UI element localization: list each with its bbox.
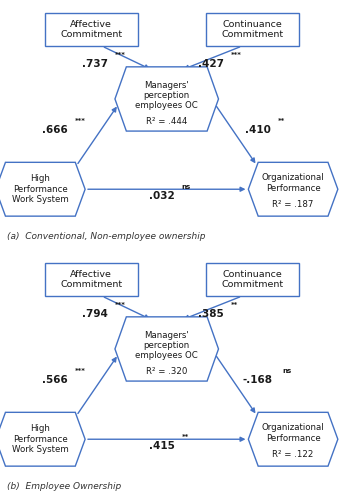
- Text: (b)  Employee Ownership: (b) Employee Ownership: [7, 482, 121, 492]
- FancyBboxPatch shape: [45, 13, 138, 46]
- Polygon shape: [249, 162, 338, 216]
- Text: .415: .415: [148, 441, 174, 451]
- Text: ***: ***: [231, 52, 241, 58]
- Text: (a)  Conventional, Non-employee ownership: (a) Conventional, Non-employee ownership: [7, 232, 206, 241]
- Text: -.168: -.168: [243, 375, 273, 385]
- Text: Continuance
Commitment: Continuance Commitment: [222, 270, 284, 289]
- Text: **: **: [181, 434, 189, 440]
- Text: .566: .566: [41, 375, 67, 385]
- Text: R² = .122: R² = .122: [272, 450, 314, 460]
- Text: .410: .410: [245, 125, 271, 135]
- FancyBboxPatch shape: [45, 263, 138, 296]
- Text: .032: .032: [148, 191, 174, 201]
- Text: .385: .385: [198, 309, 224, 319]
- Text: Continuance
Commitment: Continuance Commitment: [222, 20, 284, 39]
- Text: R² = .444: R² = .444: [146, 117, 187, 126]
- Polygon shape: [249, 412, 338, 466]
- Text: Affective
Commitment: Affective Commitment: [60, 20, 122, 39]
- Text: Organizational
Performance: Organizational Performance: [262, 174, 324, 193]
- Text: **: **: [278, 118, 285, 124]
- Text: .794: .794: [82, 309, 108, 319]
- Polygon shape: [0, 162, 85, 216]
- Text: R² = .187: R² = .187: [272, 200, 314, 209]
- Polygon shape: [115, 67, 218, 131]
- Text: Organizational
Performance: Organizational Performance: [262, 424, 324, 442]
- Polygon shape: [115, 317, 218, 381]
- Text: High
Performance
Work System: High Performance Work System: [12, 424, 69, 454]
- Text: .666: .666: [41, 125, 67, 135]
- Text: .427: .427: [198, 59, 224, 69]
- Text: **: **: [231, 302, 238, 308]
- Text: Managers'
perception
employees OC: Managers' perception employees OC: [135, 80, 198, 110]
- Text: .737: .737: [82, 59, 108, 69]
- Text: ***: ***: [115, 302, 126, 308]
- FancyBboxPatch shape: [206, 263, 299, 296]
- Text: ***: ***: [115, 52, 126, 58]
- Text: R² = .320: R² = .320: [146, 367, 187, 376]
- Text: ns: ns: [181, 184, 191, 190]
- Polygon shape: [0, 412, 85, 466]
- Text: ***: ***: [74, 368, 85, 374]
- Text: Managers'
perception
employees OC: Managers' perception employees OC: [135, 330, 198, 360]
- Text: Affective
Commitment: Affective Commitment: [60, 270, 122, 289]
- Text: High
Performance
Work System: High Performance Work System: [12, 174, 69, 204]
- FancyBboxPatch shape: [206, 13, 299, 46]
- Text: ***: ***: [74, 118, 85, 124]
- Text: ns: ns: [283, 368, 292, 374]
